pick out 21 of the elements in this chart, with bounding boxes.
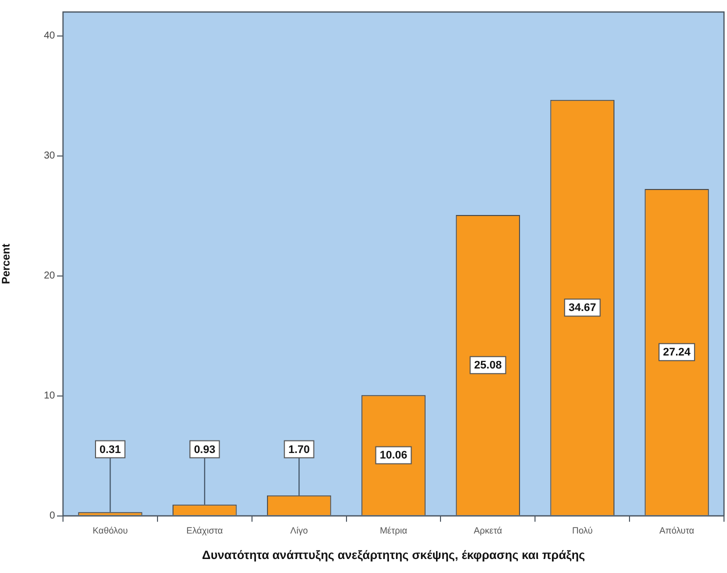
x-tick-label: Λίγο [290,526,308,536]
x-tick-label: Απόλυτα [659,526,694,536]
x-tick-label: Μέτρια [380,526,408,536]
data-label: 34.67 [568,302,596,314]
data-label: 1.70 [288,444,310,456]
x-tick-label: Ελάχιστα [186,526,223,536]
y-axis-title: Percent [0,243,13,284]
x-axis-title: Δυνατότητα ανάπτυξης ανεξάρτητης σκέψης, έκφρασης και πράξης [202,548,586,562]
y-tick-label: 10 [44,390,56,402]
data-label: 10.06 [380,450,408,462]
x-tick-label: Αρκετά [474,526,502,536]
y-tick-label: 30 [44,150,56,162]
x-tick-label: Καθόλου [92,526,128,536]
data-label: 25.08 [474,360,502,372]
y-tick-label: 0 [49,510,56,522]
x-tick-label: Πολύ [572,526,593,536]
data-label: 0.93 [194,444,216,456]
data-label: 27.24 [663,346,692,359]
data-label: 0.31 [100,444,121,456]
y-tick-label: 40 [44,30,56,42]
y-tick-label: 20 [44,270,56,282]
